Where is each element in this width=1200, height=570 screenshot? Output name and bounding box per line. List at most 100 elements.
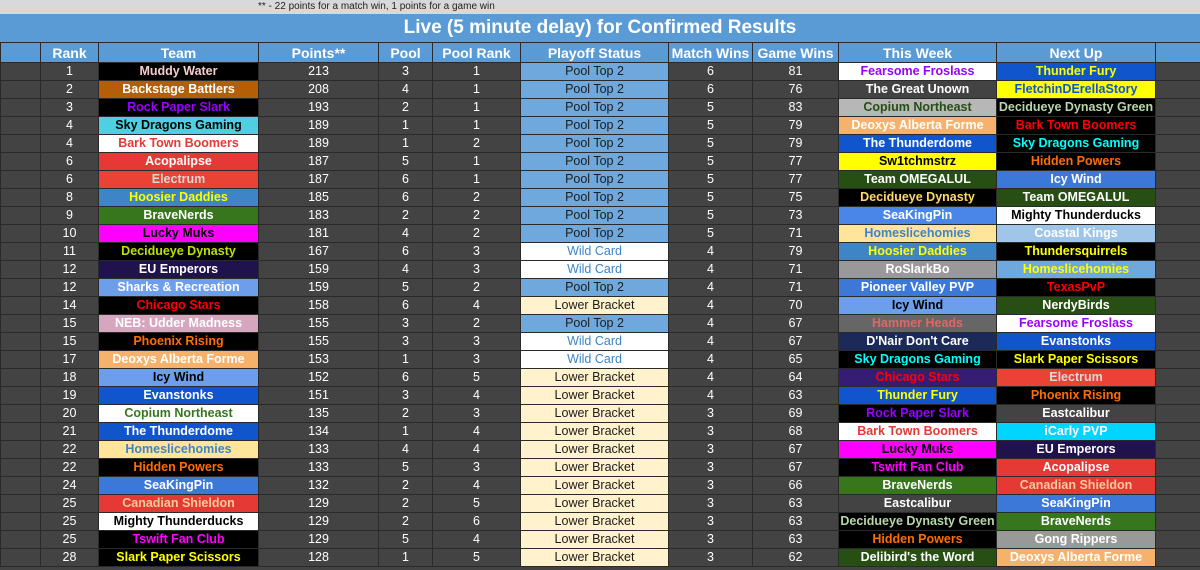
table-cell: 6 (668, 62, 753, 81)
column-header: Match Wins (668, 42, 753, 63)
table-cell: 4 (378, 80, 433, 99)
table-cell: Thunder Fury (996, 62, 1156, 81)
spacer (1155, 548, 1200, 567)
spacer (1155, 512, 1200, 531)
table-cell: 208 (258, 80, 379, 99)
table-cell: 5 (432, 494, 521, 513)
table-cell: Lower Bracket (520, 494, 669, 513)
spacer (1155, 386, 1200, 405)
table-row: 22 Hidden Powers 133 5 3 Lower Bracket 3 67 Tswi… (0, 458, 1200, 477)
table-row: 4 Sky Dragons Gaming 189 1 1 Pool Top 2 5 79 Deo… (0, 116, 1200, 135)
table-cell: Hoosier Daddies (98, 188, 259, 207)
spacer (0, 134, 41, 153)
table-cell: 12 (40, 260, 99, 279)
table-cell: 3 (378, 332, 433, 351)
table-cell: 6 (378, 296, 433, 315)
table-cell: Lower Bracket (520, 476, 669, 495)
table-cell: 158 (258, 296, 379, 315)
table-row: 25 Tswift Fan Club 129 5 4 Lower Bracket 3 63 Hi… (0, 530, 1200, 549)
table-cell: 4 (668, 314, 753, 333)
table-cell: Bark Town Boomers (98, 134, 259, 153)
table-cell: 3 (668, 440, 753, 459)
table-cell: 21 (40, 422, 99, 441)
table-cell: Hidden Powers (838, 530, 997, 549)
table-cell: Rock Paper Slark (98, 98, 259, 117)
table-cell: 1 (40, 62, 99, 81)
table-cell: 135 (258, 404, 379, 423)
table-cell: Thunder Fury (838, 386, 997, 405)
table-cell: Acopalipse (996, 458, 1156, 477)
table-cell: 6 (40, 170, 99, 189)
column-header: Points** (258, 42, 379, 63)
spacer (1155, 494, 1200, 513)
spacer (1155, 368, 1200, 387)
column-header: Next Up (996, 42, 1156, 63)
table-cell: 6 (668, 80, 753, 99)
table-body: 1 Muddy Water 213 3 1 Pool Top 2 6 81 Fearsome F… (0, 62, 1200, 567)
table-cell: Eastcalibur (838, 494, 997, 513)
table-cell: 5 (668, 152, 753, 171)
table-cell: Icy Wind (98, 368, 259, 387)
table-cell: 2 (40, 80, 99, 99)
spacer (1155, 314, 1200, 333)
table-cell: Lower Bracket (520, 368, 669, 387)
table-row: 18 Icy Wind 152 6 5 Lower Bracket 4 64 Chicago S… (0, 368, 1200, 387)
table-cell: 12 (40, 278, 99, 297)
table-cell: Tswift Fan Club (98, 530, 259, 549)
title: Live (5 minute delay) for Confirmed Resu… (0, 14, 1200, 42)
table-cell: 11 (40, 242, 99, 261)
table-cell: Bark Town Boomers (838, 422, 997, 441)
table-cell: 1 (432, 152, 521, 171)
table-cell: 3 (432, 350, 521, 369)
table-cell: 5 (668, 98, 753, 117)
table-cell: Electrum (98, 170, 259, 189)
table-cell: 73 (752, 206, 839, 225)
table-cell: 5 (668, 116, 753, 135)
table-cell: 2 (378, 404, 433, 423)
spacer (1155, 224, 1200, 243)
table-cell: 155 (258, 314, 379, 333)
table-cell: 6 (378, 242, 433, 261)
spacer (0, 530, 41, 549)
table-cell: 167 (258, 242, 379, 261)
table-cell: 67 (752, 332, 839, 351)
spacer (1155, 80, 1200, 99)
table-cell: Eastcalibur (996, 404, 1156, 423)
table-cell: 181 (258, 224, 379, 243)
spacer (1155, 170, 1200, 189)
table-cell: Lucky Muks (838, 440, 997, 459)
table-cell: 25 (40, 494, 99, 513)
table-cell: EU Emperors (996, 440, 1156, 459)
standings-table: Rank Team Points** Pool Pool Rank Playoff Sta… (0, 42, 1200, 567)
table-cell: BraveNerds (996, 512, 1156, 531)
table-cell: Lower Bracket (520, 512, 669, 531)
table-cell: 3 (668, 476, 753, 495)
table-cell: Wild Card (520, 242, 669, 261)
table-row: 9 BraveNerds 183 2 2 Pool Top 2 5 73 SeaKingPin M… (0, 206, 1200, 225)
table-cell: 4 (668, 332, 753, 351)
table-row: 12 EU Emperors 159 4 3 Wild Card 4 71 RoSlarkBo H… (0, 260, 1200, 279)
table-cell: Homeslicehomies (996, 260, 1156, 279)
table-cell: Hoosier Daddies (838, 242, 997, 261)
table-cell: 129 (258, 494, 379, 513)
spacer (1155, 242, 1200, 261)
table-cell: 4 (668, 350, 753, 369)
table-cell: 3 (668, 512, 753, 531)
table-cell: Wild Card (520, 350, 669, 369)
spacer (0, 80, 41, 99)
table-cell: 65 (752, 350, 839, 369)
table-cell: 8 (40, 188, 99, 207)
table-cell: Pool Top 2 (520, 134, 669, 153)
table-cell: Pool Top 2 (520, 170, 669, 189)
table-cell: TexasPvP (996, 278, 1156, 297)
table-cell: 79 (752, 242, 839, 261)
table-cell: Gong Rippers (996, 530, 1156, 549)
table-cell: 3 (432, 458, 521, 477)
table-cell: 3 (378, 386, 433, 405)
table-cell: 183 (258, 206, 379, 225)
table-cell: 2 (378, 98, 433, 117)
table-cell: 71 (752, 224, 839, 243)
table-cell: D'Nair Don't Care (838, 332, 997, 351)
table-row: 17 Deoxys Alberta Forme 153 1 3 Wild Card 4 65 S… (0, 350, 1200, 369)
table-cell: 9 (40, 206, 99, 225)
